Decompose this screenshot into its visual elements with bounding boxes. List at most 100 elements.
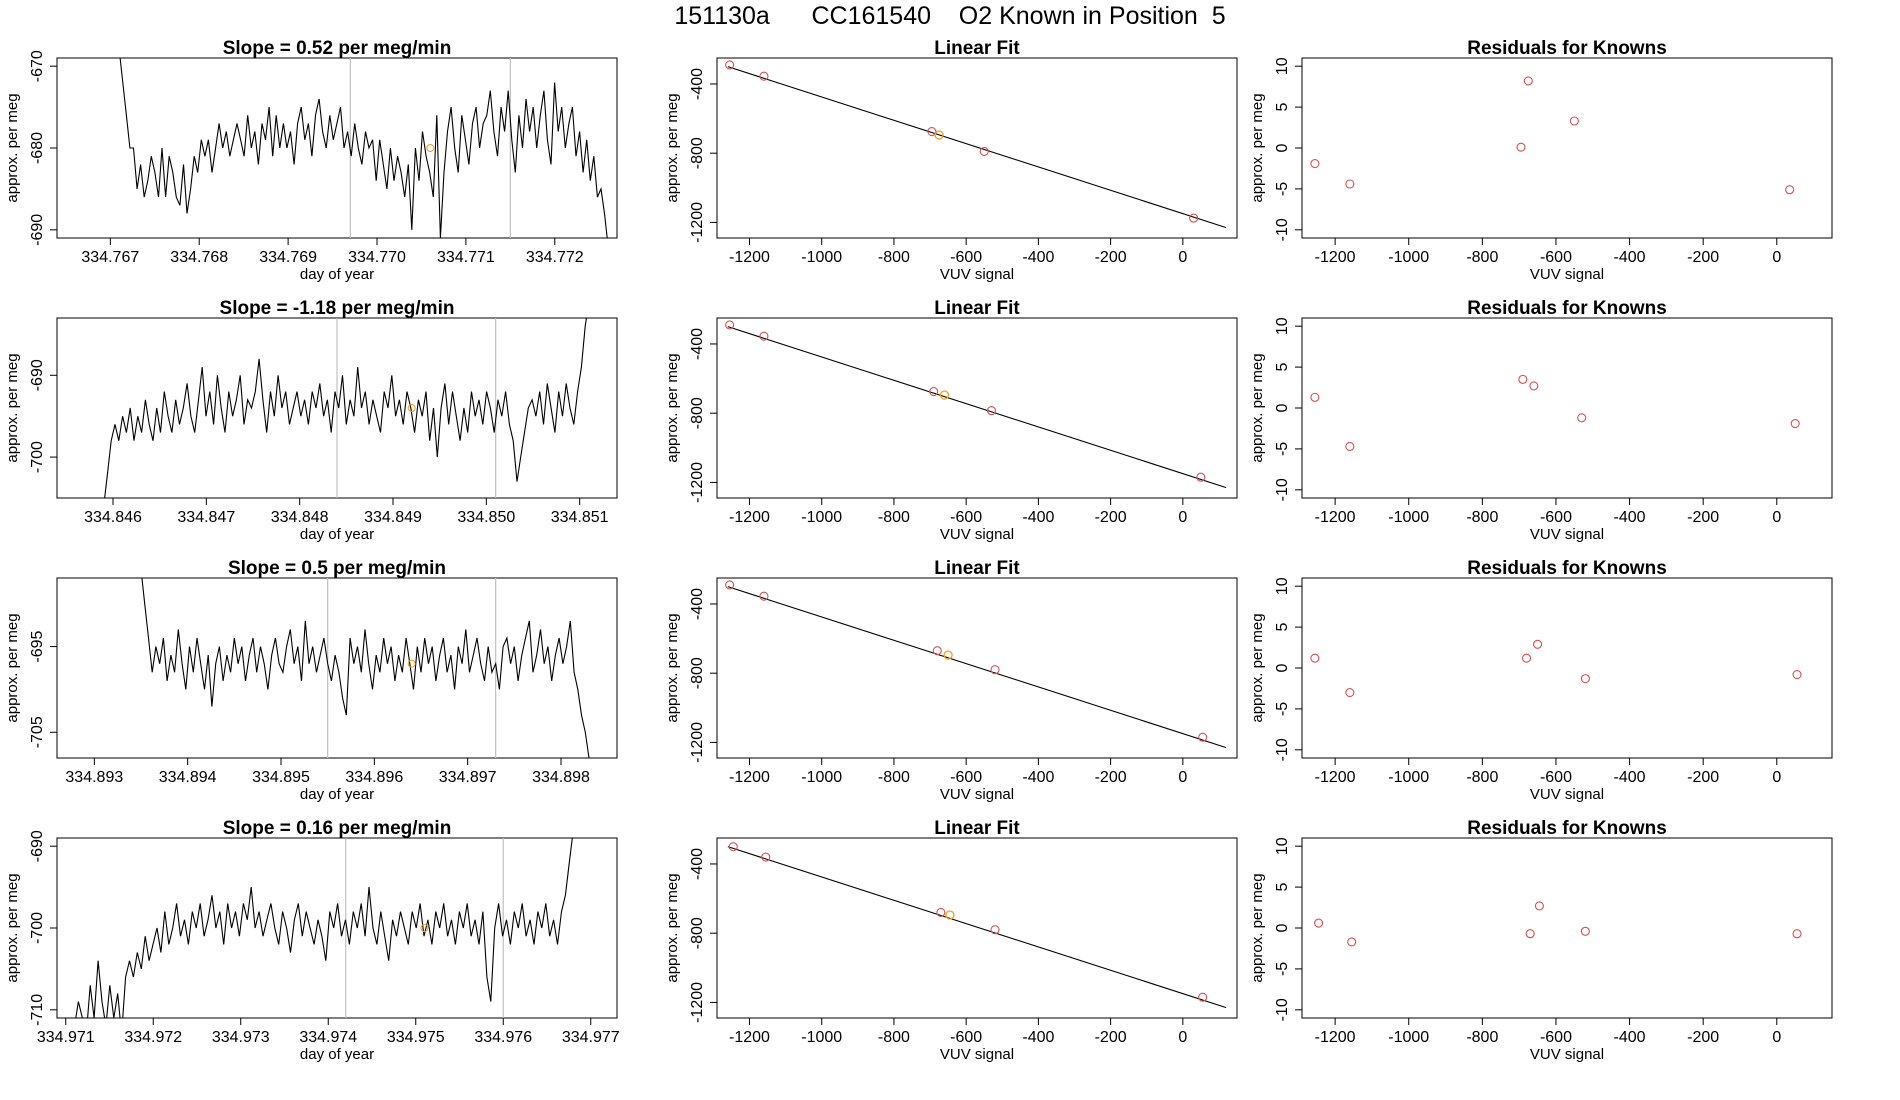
x-tick-label: -600: [1540, 509, 1572, 526]
known-point: [759, 331, 769, 341]
x-axis-label: day of year: [300, 786, 374, 803]
known-point: [761, 852, 771, 862]
panel-title: Slope = 0.16 per meg/min: [223, 818, 452, 839]
known-point: [728, 842, 738, 852]
fit-line: [727, 326, 1227, 489]
x-tick-label: -800: [878, 769, 910, 786]
x-tick-label: -800: [1466, 509, 1498, 526]
series-line: [104, 318, 588, 498]
x-tick-label: 334.768: [170, 249, 228, 266]
known-point: [1196, 472, 1206, 482]
y-tick-label: 10: [1274, 577, 1291, 595]
y-tick-label: -690: [29, 830, 46, 862]
figure-title: 151130a CC161540 O2 Known in Position 5: [674, 2, 1226, 30]
known-point: [1310, 653, 1320, 663]
x-axis-label: VUV signal: [1530, 786, 1604, 803]
known-point: [1523, 76, 1533, 86]
y-tick-label: -10: [1274, 218, 1291, 241]
known-point: [725, 320, 735, 330]
x-axis-label: day of year: [300, 1046, 374, 1063]
y-tick-label: 0: [1274, 403, 1291, 412]
x-tick-label: -800: [1466, 249, 1498, 266]
x-tick-label: 334.973: [212, 1029, 270, 1046]
panel-title: Slope = 0.5 per meg/min: [228, 558, 446, 579]
highlight-point: [426, 144, 435, 152]
y-tick-label: 0: [1274, 923, 1291, 932]
y-tick-label: 10: [1274, 837, 1291, 855]
known-point: [1580, 926, 1590, 936]
known-point: [979, 146, 989, 157]
x-tick-label: -400: [1022, 509, 1054, 526]
y-tick-label: -10: [1274, 738, 1291, 761]
series-line: [141, 578, 590, 758]
y-tick-label: 5: [1274, 883, 1291, 892]
x-tick-label: -1000: [801, 249, 842, 266]
x-tick-label: 334.767: [81, 249, 139, 266]
x-tick-label: -600: [1540, 249, 1572, 266]
y-tick-label: 5: [1274, 363, 1291, 372]
x-tick-label: 334.846: [84, 509, 142, 526]
x-tick-label: -400: [1614, 769, 1646, 786]
known-point: [1790, 418, 1800, 429]
known-point: [986, 406, 996, 416]
plot-frame: [1301, 837, 1833, 1019]
fit-line: [727, 66, 1227, 229]
x-tick-label: 334.898: [532, 769, 590, 786]
y-tick-label: 10: [1274, 57, 1291, 75]
x-tick-label: -200: [1687, 769, 1719, 786]
y-axis-label: approx. per meg: [1249, 353, 1266, 462]
x-tick-label: 334.770: [348, 249, 406, 266]
x-axis-label: VUV signal: [940, 526, 1014, 543]
x-tick-label: -1200: [1315, 769, 1356, 786]
y-tick-label: -690: [29, 214, 46, 246]
y-tick-label: -5: [1274, 962, 1291, 976]
x-tick-label: -1000: [801, 509, 842, 526]
y-tick-label: 0: [1274, 663, 1291, 672]
x-axis-label: VUV signal: [940, 1046, 1014, 1063]
panel-title: Linear Fit: [934, 818, 1020, 839]
plot-area: [725, 580, 1227, 749]
x-tick-label: -800: [878, 509, 910, 526]
known-point: [1310, 392, 1320, 402]
y-tick-label: 5: [1274, 623, 1291, 632]
x-tick-label: 334.851: [551, 509, 609, 526]
x-tick-label: -600: [950, 509, 982, 526]
known-point: [1577, 413, 1587, 423]
y-tick-label: -10: [1274, 478, 1291, 501]
known-point: [990, 925, 1000, 935]
y-tick-label: 0: [1274, 143, 1291, 152]
x-tick-label: -1200: [729, 769, 770, 786]
plot-area: [1310, 76, 1795, 195]
known-point: [1529, 381, 1539, 391]
y-tick-label: -5: [1274, 442, 1291, 456]
highlight-point: [407, 404, 416, 412]
known-point: [1792, 669, 1802, 680]
panel-8: Linear Fit -1200 -1000 -800 -600 -400 -200 0 -40…: [664, 558, 1238, 803]
highlight-point: [934, 130, 944, 140]
y-tick-label: -5: [1274, 702, 1291, 716]
x-tick-label: -400: [1022, 1029, 1054, 1046]
highlight-point: [945, 910, 955, 920]
known-point: [1518, 374, 1528, 384]
x-tick-label: -200: [1687, 1029, 1719, 1046]
x-tick-label: 0: [1772, 249, 1781, 266]
x-tick-label: -600: [950, 769, 982, 786]
plot-area: [75, 838, 573, 1018]
y-tick-label: -1200: [689, 722, 706, 763]
known-point: [1347, 937, 1357, 947]
known-point: [990, 665, 1000, 675]
x-tick-label: -800: [878, 249, 910, 266]
x-tick-label: -1000: [1388, 769, 1429, 786]
x-tick-label: -600: [950, 1029, 982, 1046]
y-tick-label: 10: [1274, 317, 1291, 335]
x-tick-label: -1000: [1388, 509, 1429, 526]
y-tick-label: -680: [29, 132, 46, 164]
panel-6: Residuals for Knowns-1200 -1000 -800 -600 -4…: [1249, 298, 1833, 543]
plot-frame: [716, 577, 1238, 759]
y-axis-label: approx. per meg: [664, 613, 681, 722]
x-tick-label: 334.772: [526, 249, 584, 266]
panel-10: Slope = 0.16 per meg/min 334.971 334.972 33…: [4, 818, 620, 1063]
plot-area: [1310, 374, 1800, 452]
